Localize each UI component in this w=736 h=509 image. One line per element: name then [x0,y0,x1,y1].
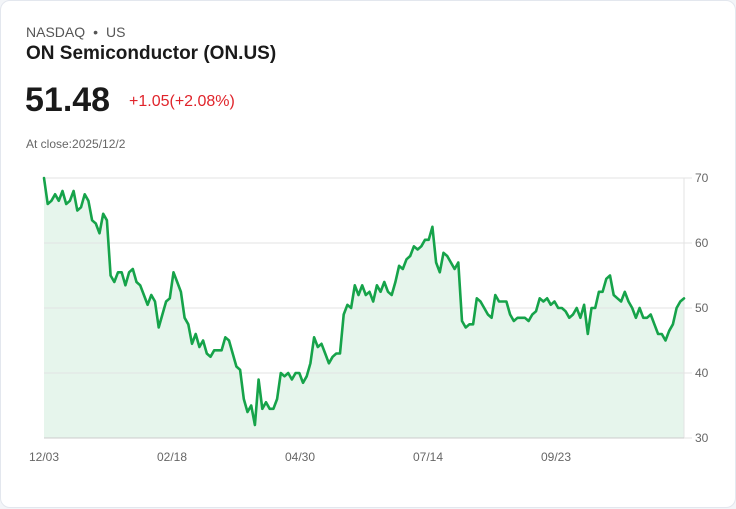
x-tick-label: 09/23 [541,450,571,464]
y-tick-label: 40 [695,366,709,380]
stock-name: ON Semiconductor (ON.US) [26,43,277,64]
y-tick-label: 50 [695,301,709,315]
price-line [42,176,686,427]
exchange: NASDAQ [26,24,86,40]
x-tick-label: 02/18 [157,450,187,464]
exchange-line: NASDAQ • US [26,24,125,40]
region: US [106,24,126,40]
price-change: +1.05(+2.08%) [129,93,235,110]
y-tick-label: 60 [695,236,709,250]
separator: • [93,24,99,40]
price: 51.48 [25,81,111,119]
y-tick-label: 70 [695,171,709,185]
close-date: At close:2025/12/2 [26,137,126,151]
x-tick-label: 12/03 [29,450,59,464]
y-tick-label: 30 [695,431,709,445]
x-tick-label: 04/30 [285,450,315,464]
x-tick-label: 07/14 [413,450,443,464]
